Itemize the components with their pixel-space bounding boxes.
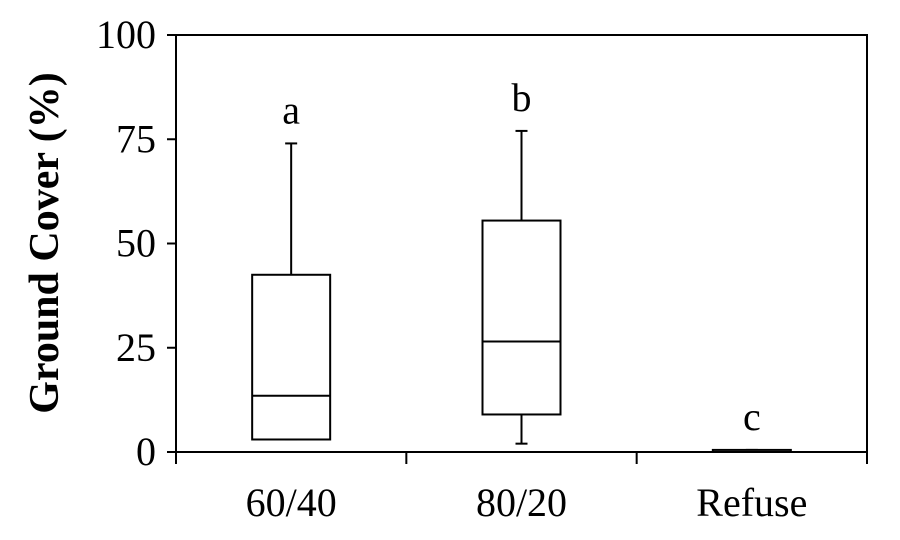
box-group: c (711, 394, 792, 454)
box-body (481, 219, 562, 416)
significance-label: a (282, 87, 300, 132)
x-tick-label: 60/40 (246, 480, 337, 525)
y-tick-label: 100 (96, 12, 156, 57)
significance-label: c (743, 394, 761, 439)
x-ticks: 60/40 80/20 Refuse (175, 452, 868, 525)
boxes: a b c (251, 75, 792, 454)
box-body (251, 273, 332, 441)
box-group: a (251, 87, 332, 441)
x-tick-label: 80/20 (476, 480, 567, 525)
y-tick-label: 0 (136, 429, 156, 474)
box-group: b (481, 75, 562, 445)
x-tick-label: Refuse (696, 480, 807, 525)
y-ticks: 0 25 50 75 100 (96, 12, 176, 474)
y-tick-label: 25 (116, 325, 156, 370)
significance-label: b (512, 75, 532, 120)
y-axis-label: Ground Cover (%) (22, 72, 68, 413)
y-tick-label: 50 (116, 221, 156, 266)
y-tick-label: 75 (116, 116, 156, 161)
